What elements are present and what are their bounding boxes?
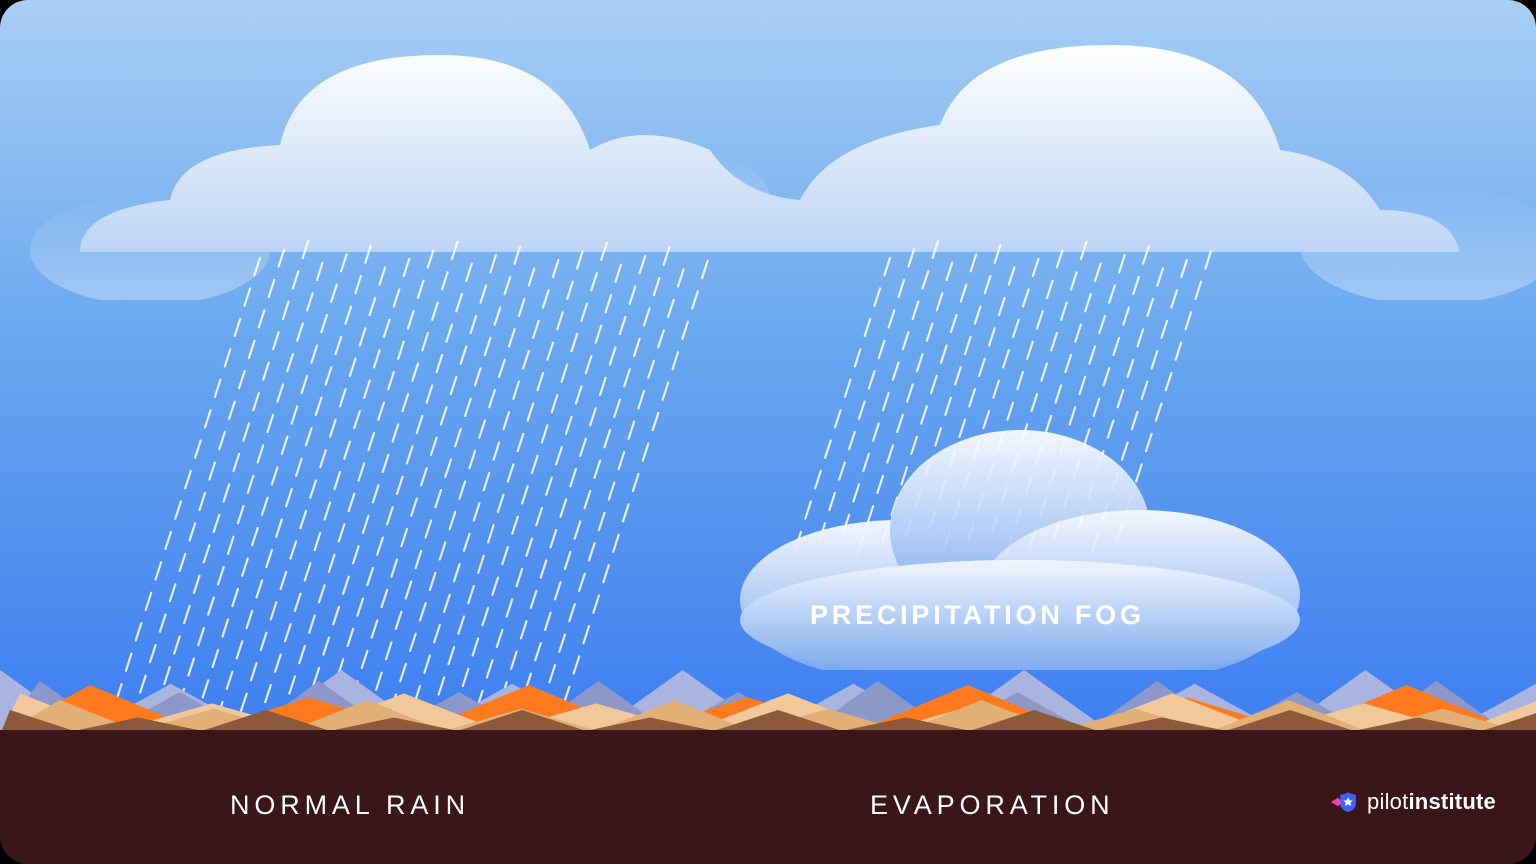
logo-text-light: pilot: [1367, 789, 1408, 814]
logo-text-bold: institute: [1408, 789, 1496, 814]
logo-text: pilotinstitute: [1367, 789, 1496, 815]
brand-logo: pilotinstitute: [1331, 788, 1496, 816]
label-evaporation: EVAPORATION: [870, 790, 1115, 821]
logo-badge-icon: [1331, 788, 1359, 816]
label-normal-rain: NORMAL RAIN: [230, 790, 470, 821]
diagram-canvas: PRECIPITATION FOG NORMAL RAIN EVAPORATIO…: [0, 0, 1536, 864]
fog-label: PRECIPITATION FOG: [810, 600, 1145, 631]
fog-cloud: [720, 410, 1320, 670]
terrain: [0, 660, 1536, 735]
